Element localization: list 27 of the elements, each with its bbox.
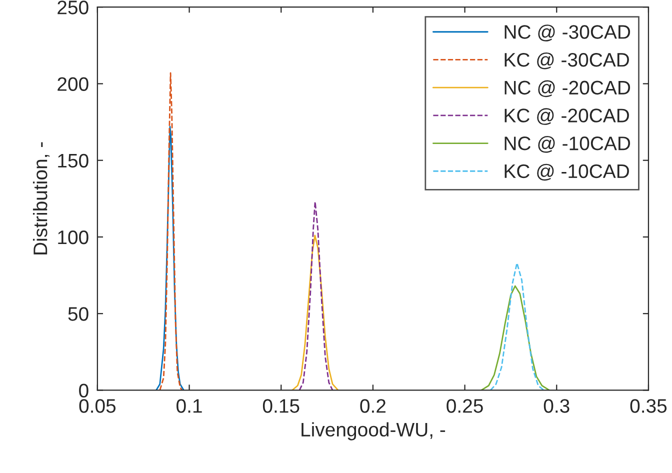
x-tick-label: 0.2 (360, 399, 386, 413)
line-series (490, 262, 544, 390)
line-series (156, 126, 184, 390)
x-tick-label: 0.05 (79, 399, 116, 413)
y-tick-label: 100 (58, 230, 88, 244)
legend-label: NC @ -30CAD (504, 24, 630, 42)
x-tick-label: 0.25 (446, 399, 483, 413)
line-series (159, 72, 183, 390)
legend-label: KC @ -30CAD (504, 52, 629, 70)
y-axis-title: Distribution, - (32, 142, 50, 254)
line-series (291, 234, 339, 390)
legend-label: NC @ -10CAD (504, 136, 630, 153)
y-tick-label: 200 (58, 77, 88, 91)
x-tick-label: 0.3 (544, 399, 570, 413)
legend-label: KC @ -20CAD (504, 108, 629, 125)
x-tick-label: 0.1 (176, 399, 202, 413)
x-tick-label: 0.15 (262, 399, 300, 413)
y-tick-label: 0 (79, 384, 88, 398)
legend-label: NC @ -20CAD (504, 80, 630, 98)
y-tick-label: 50 (68, 307, 88, 321)
line-series (298, 201, 334, 390)
x-tick-label: 0.35 (630, 399, 667, 413)
y-tick-label: 250 (58, 0, 88, 14)
x-axis-title: Livengood-WU, - (302, 422, 446, 440)
y-tick-label: 150 (58, 154, 88, 168)
legend-label: KC @ -10CAD (504, 164, 629, 181)
line-series (480, 285, 550, 390)
